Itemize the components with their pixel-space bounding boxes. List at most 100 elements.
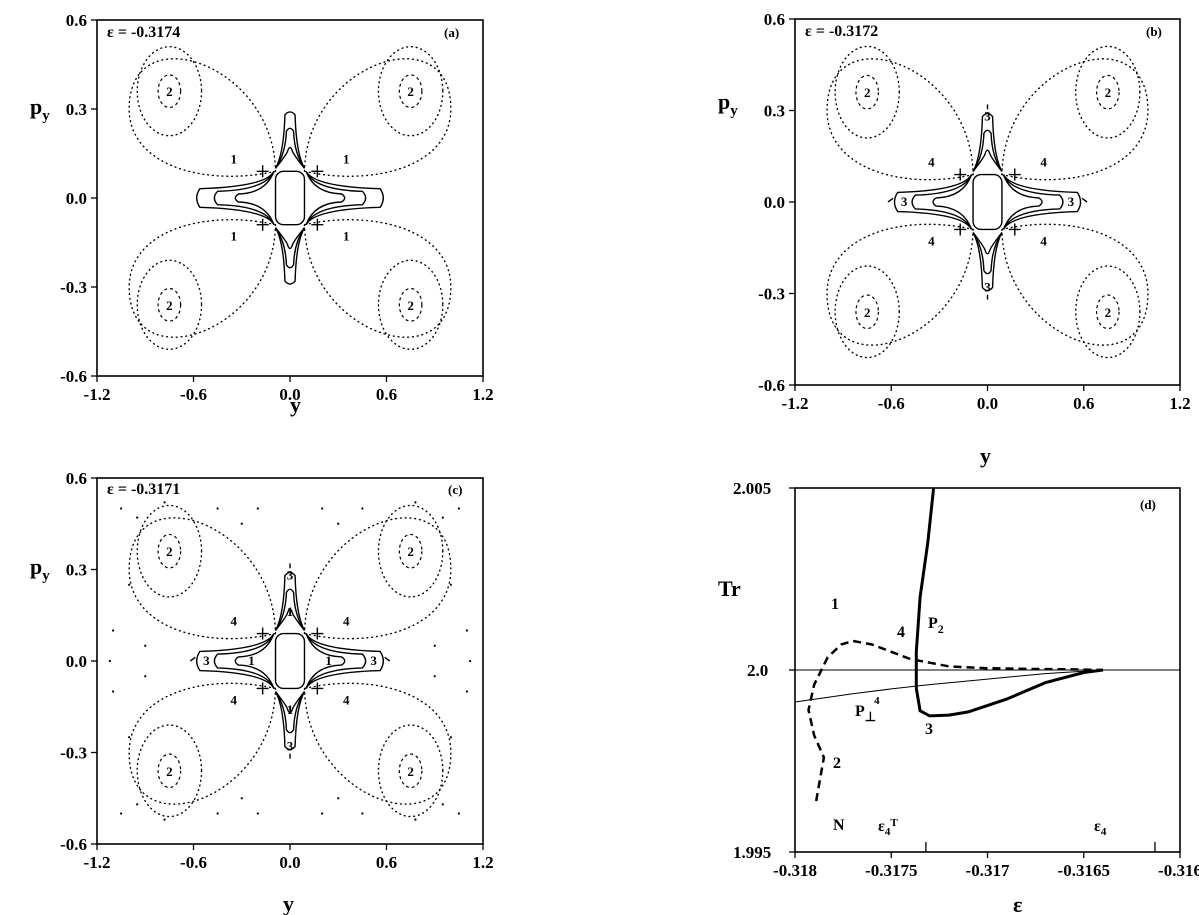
panel-d-label-n: N: [833, 817, 845, 834]
panel-b-ylabel: py: [718, 89, 738, 119]
orbit-label: 1: [287, 604, 294, 619]
chaotic-point: [216, 812, 219, 815]
central-square-orbit: [274, 170, 306, 226]
orbit-label: 4: [230, 693, 237, 708]
outer-lobe-2: [826, 223, 974, 346]
panel-a-ylabel: py: [30, 94, 50, 124]
x-tick-label: 1.2: [1169, 394, 1190, 413]
central-arm-orbit-1-2: [196, 170, 275, 226]
x-tick-label: -0.6: [878, 394, 905, 413]
series-dashed: [807, 639, 1104, 802]
chaotic-point: [465, 690, 469, 693]
island-label: 2: [1105, 305, 1112, 320]
central-arm-orbit-0-1: [305, 170, 367, 226]
central-arm-orbit-0-1: [305, 633, 367, 689]
central-arm-orbit-0-0: [305, 171, 346, 225]
central-arm-orbit-2-0: [274, 146, 306, 169]
chaotic-point: [120, 812, 123, 815]
y-tick-label: 0.3: [66, 561, 87, 580]
chaotic-point: [163, 818, 166, 821]
panel-a-epsilon-label: ε = -0.3174: [107, 24, 180, 41]
central-arm-orbit-2-1: [274, 127, 306, 169]
y-tick-label: 0.6: [66, 469, 87, 488]
island-ring-outer: [377, 504, 444, 598]
x-tick-label: 1.2: [472, 853, 493, 872]
chaotic-point: [457, 507, 460, 510]
y-tick-label: -0.3: [60, 744, 87, 763]
island-ring-outer: [377, 45, 444, 137]
orbit-label: 4: [1040, 154, 1047, 169]
panel-a-frame: [96, 19, 484, 377]
chaotic-point: [240, 522, 243, 525]
panel-d-marker-e4: ε4: [1094, 818, 1107, 838]
orbit-label: 4: [928, 154, 935, 169]
panel-c-epsilon-label: ε = -0.3171: [107, 481, 180, 498]
orbit-label: 1: [248, 653, 255, 668]
chaotic-point: [321, 812, 324, 815]
period4-tip: [384, 656, 391, 662]
panel-b-epsilon-label: ε = -0.3172: [805, 23, 878, 40]
central-arm-orbit-1-0: [932, 174, 973, 230]
panel-d-label-pperp: P⊥4: [855, 695, 880, 724]
central-arm-orbit-1-1: [911, 174, 973, 230]
x-tick-label: 0.0: [279, 853, 300, 872]
hyperbolic-point-marker: [954, 223, 967, 236]
period4-tip: [189, 656, 196, 662]
central-arm-orbit-2-2: [972, 112, 1003, 172]
y-tick-label: 0.0: [66, 652, 87, 671]
central-arm-orbit-1-2: [196, 633, 275, 689]
chaotic-point: [433, 644, 436, 647]
y-tick-label: 0.6: [66, 11, 87, 30]
central-arm-orbit-2-2: [274, 111, 306, 169]
chaotic-point: [256, 507, 259, 510]
central-arm-orbit-3-2: [274, 691, 306, 751]
chaotic-point: [414, 818, 417, 821]
island-label: 2: [166, 764, 173, 779]
central-arm-orbit-1-0: [234, 171, 275, 225]
central-arm-orbit-1-0: [234, 633, 275, 689]
central-arm-orbit-2-0: [274, 608, 306, 631]
chaotic-point: [321, 507, 324, 510]
panel-c-xlabel: y: [283, 891, 294, 915]
island-label: 2: [407, 544, 414, 559]
orbit-label: 3: [984, 109, 991, 124]
orbit-label: 1: [343, 151, 350, 166]
island-ring-inner: [157, 753, 182, 789]
outer-lobe-2: [128, 219, 277, 338]
island-ring-inner: [398, 74, 423, 109]
island-label: 2: [1105, 85, 1112, 100]
chaotic-point: [361, 507, 364, 510]
panel-d-ticks: -0.318 -0.3175 -0.317 -0.3165 -0.316: [773, 487, 1199, 880]
panel-d-marker-e4T: ε4T: [878, 817, 898, 838]
orbit-label: 1: [230, 151, 237, 166]
x-tick-label: -0.3175: [865, 861, 917, 880]
y-tick-label: 0.0: [764, 193, 785, 212]
x-tick-label: 0.0: [279, 385, 300, 404]
x-tick-label: -0.6: [180, 853, 207, 872]
y-tick-label: -0.3: [60, 278, 87, 297]
island-ring-inner: [157, 287, 182, 322]
central-arm-orbit-2-1: [972, 129, 1003, 172]
central-arm-orbit-0-0: [305, 633, 346, 689]
central-arm-orbit-3-1: [274, 691, 306, 734]
island-ring-outer: [377, 724, 444, 818]
central-arm-orbit-0-2: [1002, 174, 1082, 230]
panel-c-tag: (c): [448, 482, 462, 497]
x-tick-label: -0.317: [966, 861, 1010, 880]
orbit-label: 3: [901, 194, 908, 209]
central-arm-orbit-0-2: [305, 633, 384, 689]
period4-tip: [1081, 197, 1088, 203]
island-label: 2: [864, 85, 871, 100]
chaotic-point: [441, 803, 444, 806]
x-tick-label: 0.6: [376, 385, 397, 404]
island-ring-outer: [1075, 265, 1141, 359]
chaotic-point: [144, 675, 147, 678]
panel-d-plot: [794, 487, 1180, 852]
central-arm-orbit-3-0: [972, 232, 1003, 255]
x-tick-label: -0.316: [1158, 861, 1199, 880]
series-P⊥⁴: [794, 669, 1104, 703]
panel-c-frame: [96, 477, 484, 845]
panel-b-frame: [794, 18, 1181, 386]
chaotic-point: [128, 583, 131, 586]
central-square-orbit: [972, 173, 1003, 231]
